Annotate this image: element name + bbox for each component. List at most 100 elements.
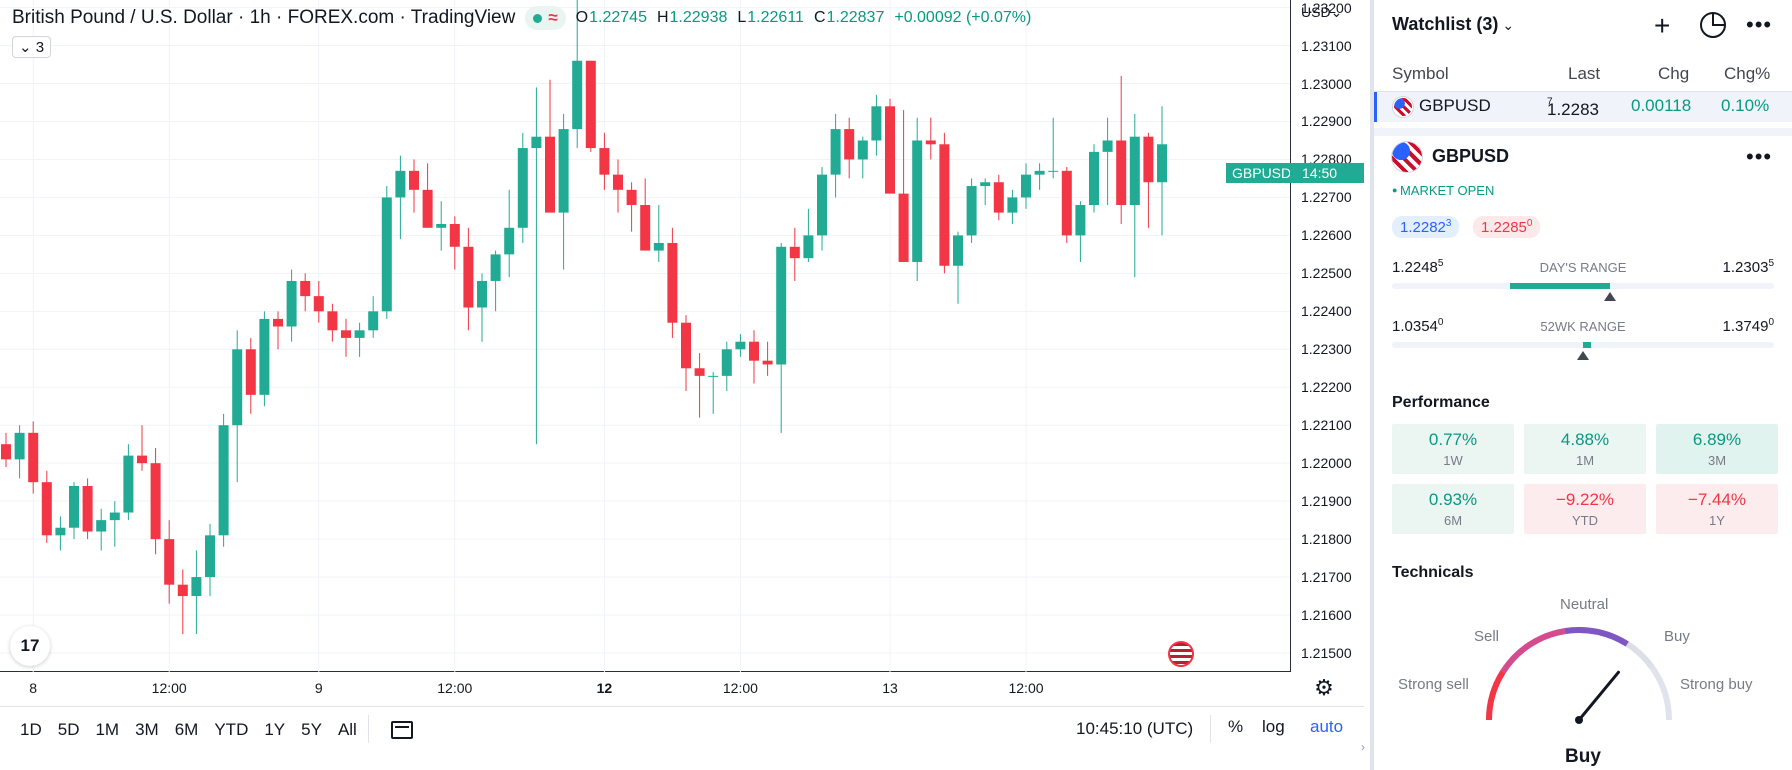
candle[interactable] xyxy=(1061,167,1072,243)
log-scale-button[interactable]: log xyxy=(1262,717,1285,736)
candle[interactable] xyxy=(245,337,256,414)
market-status[interactable]: MARKET OPEN xyxy=(1392,183,1494,198)
utc-clock[interactable]: 10:45:10 (UTC) xyxy=(1076,719,1194,738)
range-button-1m[interactable]: 1M xyxy=(95,719,120,739)
candle[interactable] xyxy=(599,132,610,190)
candle[interactable] xyxy=(1021,163,1031,209)
candle[interactable] xyxy=(735,334,746,357)
candle[interactable] xyxy=(1102,117,1113,206)
candle[interactable] xyxy=(504,189,515,278)
symbol-title[interactable]: British Pound / U.S. Dollar · 1h · FOREX… xyxy=(12,7,516,28)
candle[interactable] xyxy=(1129,113,1140,278)
candle[interactable] xyxy=(313,280,324,323)
range-button-all[interactable]: All xyxy=(337,719,357,739)
technicals-title[interactable]: Technicals xyxy=(1392,564,1474,581)
candle[interactable] xyxy=(449,216,460,270)
range-button-ytd[interactable]: YTD xyxy=(214,719,249,739)
percent-scale-button[interactable]: % xyxy=(1228,717,1244,736)
candle[interactable] xyxy=(939,132,950,274)
candle[interactable] xyxy=(953,231,963,304)
detail-symbol[interactable]: GBPUSD xyxy=(1432,146,1510,166)
candle[interactable] xyxy=(395,155,406,240)
detail-more-options-icon[interactable]: ••• xyxy=(1746,144,1773,169)
candle[interactable] xyxy=(613,159,623,213)
candle[interactable] xyxy=(109,501,120,547)
candle[interactable] xyxy=(341,318,351,357)
candle[interactable] xyxy=(1,432,11,467)
add-symbol-plus-icon[interactable]: + xyxy=(1654,10,1671,41)
candle[interactable] xyxy=(966,178,977,243)
candle[interactable] xyxy=(327,303,338,342)
candle[interactable] xyxy=(912,117,923,281)
candle[interactable] xyxy=(273,311,283,350)
candle[interactable] xyxy=(585,60,596,152)
candle[interactable] xyxy=(354,322,365,357)
range-button-5d[interactable]: 5D xyxy=(57,719,80,739)
candle[interactable] xyxy=(259,311,270,407)
collapse-panel-chevron-icon[interactable]: › xyxy=(1361,740,1365,754)
candle[interactable] xyxy=(749,330,759,384)
indicators-collapse-button[interactable]: ⌄ 3 xyxy=(12,36,52,58)
candle[interactable] xyxy=(1075,201,1086,262)
range-button-3m[interactable]: 3M xyxy=(135,719,159,739)
candle[interactable] xyxy=(885,98,895,194)
range-button-6m[interactable]: 6M xyxy=(174,719,199,739)
candle[interactable] xyxy=(844,117,855,179)
candle[interactable] xyxy=(531,87,542,445)
candle[interactable] xyxy=(14,425,25,479)
candle[interactable] xyxy=(232,330,243,483)
currency-selector[interactable]: USD⌄ xyxy=(1301,4,1342,21)
price-axis[interactable]: USD⌄ 1.23200 1.23100 1.23000 1.22900 1.22800… xyxy=(1290,0,1364,672)
candle[interactable] xyxy=(1034,163,1045,190)
candle[interactable] xyxy=(137,425,147,471)
column-chg[interactable]: Chg xyxy=(1658,64,1690,83)
candle[interactable] xyxy=(490,250,501,312)
candle[interactable] xyxy=(803,208,814,262)
candle[interactable] xyxy=(694,353,705,418)
candle[interactable] xyxy=(69,482,79,540)
candle[interactable] xyxy=(218,413,229,547)
technicals-gauge[interactable] xyxy=(1474,620,1684,740)
candle[interactable] xyxy=(857,136,868,179)
candle[interactable] xyxy=(1157,106,1167,236)
candle[interactable] xyxy=(721,341,732,392)
candle[interactable] xyxy=(123,444,134,521)
candle[interactable] xyxy=(572,0,583,149)
candle[interactable] xyxy=(150,448,161,555)
candle[interactable] xyxy=(381,186,392,319)
candle[interactable] xyxy=(286,269,297,342)
candlestick-chart[interactable] xyxy=(0,0,1290,672)
watchlist-row-gbpusd[interactable]: GBPUSD 1.2283 7 0.00118 0.10% xyxy=(1374,92,1792,122)
candle[interactable] xyxy=(436,201,447,251)
range-button-5y[interactable]: 5Y xyxy=(301,719,322,739)
performance-title[interactable]: Performance xyxy=(1392,394,1490,411)
candle[interactable] xyxy=(640,178,651,251)
candle[interactable] xyxy=(55,516,66,551)
candle[interactable] xyxy=(463,227,474,331)
candle[interactable] xyxy=(993,174,1004,221)
tradingview-logo[interactable]: 17 xyxy=(10,626,50,666)
market-status-pill[interactable]: ≈ xyxy=(525,6,566,30)
range-button-1y[interactable]: 1Y xyxy=(264,719,286,739)
candle[interactable] xyxy=(925,117,936,160)
candle[interactable] xyxy=(653,205,664,262)
candle[interactable] xyxy=(626,182,637,232)
auto-scale-button[interactable]: auto xyxy=(1310,717,1344,736)
candle[interactable] xyxy=(898,110,909,262)
candle[interactable] xyxy=(871,94,882,156)
candle[interactable] xyxy=(300,273,311,312)
candle[interactable] xyxy=(164,520,175,604)
range-button-1d[interactable]: 1D xyxy=(20,719,42,739)
chart-settings-gear-icon[interactable]: ⚙ xyxy=(1314,675,1334,700)
watchlist-selector[interactable]: Watchlist (3) ⌄ xyxy=(1392,14,1514,35)
chart-pane[interactable]: British Pound / U.S. Dollar · 1h · FOREX… xyxy=(0,0,1290,672)
candle[interactable] xyxy=(830,113,841,198)
candle[interactable] xyxy=(789,227,800,281)
column-last[interactable]: Last xyxy=(1568,64,1601,83)
candle[interactable] xyxy=(776,242,787,433)
advanced-view-icon[interactable] xyxy=(1700,12,1726,38)
candle[interactable] xyxy=(422,163,433,228)
candle[interactable] xyxy=(191,550,202,635)
candle[interactable] xyxy=(681,315,691,392)
candle[interactable] xyxy=(762,341,773,376)
